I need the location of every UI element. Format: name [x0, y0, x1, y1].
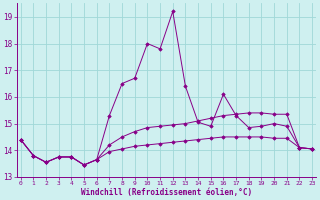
- X-axis label: Windchill (Refroidissement éolien,°C): Windchill (Refroidissement éolien,°C): [81, 188, 252, 197]
